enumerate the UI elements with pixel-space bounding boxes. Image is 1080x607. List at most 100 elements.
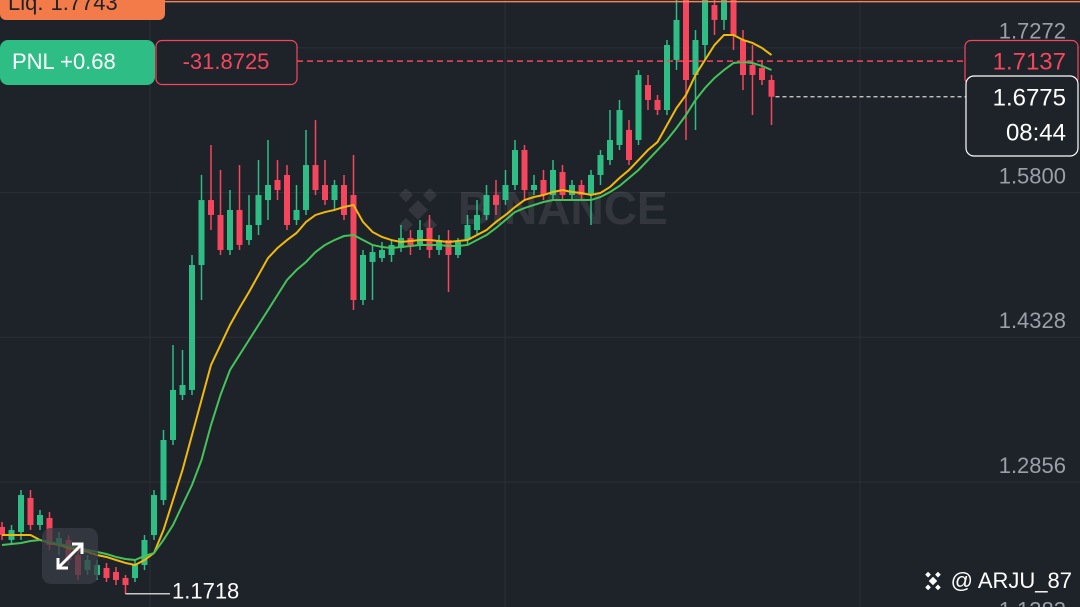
- candle-body: [255, 195, 262, 226]
- candle-body: [303, 165, 309, 210]
- candle-body: [540, 179, 547, 196]
- candle-body: [141, 539, 148, 566]
- candle-body: [122, 578, 129, 585]
- candle-body: [160, 439, 167, 501]
- liquidation-text: Liq.: [8, 0, 43, 15]
- candle-body: [740, 40, 746, 76]
- candle-body: [569, 184, 575, 196]
- candle-body: [512, 150, 518, 185]
- current-price-chip: [965, 75, 1079, 157]
- candle-body: [521, 150, 528, 191]
- candle-body: [711, 5, 718, 20]
- candle-body: [455, 242, 461, 255]
- entry-price-label: 1.7137: [993, 48, 1066, 75]
- candle-body: [151, 495, 157, 536]
- candle-body: [388, 244, 395, 255]
- candle-body: [626, 129, 632, 161]
- low-marker-label: 1.1718: [172, 579, 239, 604]
- candle-body: [0, 526, 5, 536]
- position-text[interactable]: -31.8725: [183, 49, 270, 74]
- credit-text: @ ARJU_87: [951, 568, 1072, 593]
- candle-body: [37, 514, 43, 526]
- candle-body: [502, 184, 509, 201]
- candle-body: [474, 214, 480, 231]
- candle-body: [265, 184, 271, 201]
- candle-body: [550, 169, 556, 196]
- candle-body: [113, 572, 119, 580]
- y-tick-label: 1.7272: [999, 19, 1066, 44]
- candle-body: [683, 0, 689, 81]
- candle-body: [607, 139, 613, 161]
- candle-body: [559, 172, 566, 196]
- grid: 1.1383 1.2856 1.4328 1.5800 1.7272: [0, 19, 1080, 607]
- candle-body: [274, 179, 281, 191]
- candle-body: [759, 68, 765, 81]
- candle-body: [664, 45, 670, 110]
- candle-body: [236, 209, 243, 245]
- candle-body: [170, 389, 176, 440]
- pnl-text[interactable]: PNL +0.68: [12, 49, 116, 74]
- candle-body: [730, 0, 737, 35]
- candle-body: [341, 184, 347, 215]
- candle-body: [198, 200, 205, 266]
- candle-body: [179, 385, 186, 395]
- candle-body: [322, 184, 328, 201]
- candle-body: [483, 195, 490, 215]
- candle-body: [312, 165, 319, 191]
- liquidation-label: Liq. 1.7743: [8, 0, 118, 15]
- candle-body: [645, 85, 651, 100]
- candle-body: [208, 200, 214, 215]
- position-chip[interactable]: [155, 39, 298, 86]
- y-tick-label: 1.1383: [999, 598, 1066, 607]
- pnl-chip[interactable]: [0, 40, 155, 85]
- candle-body: [654, 99, 661, 110]
- candle-body: [189, 265, 195, 390]
- candle-body: [464, 225, 471, 241]
- candle-body: [673, 19, 680, 60]
- candle-body: [293, 209, 300, 220]
- candle-body: [417, 230, 423, 245]
- current-price-label: 1.6775: [993, 84, 1066, 111]
- liquidation-value: 1.7743: [50, 0, 117, 15]
- liquidation-chip: [0, 0, 165, 20]
- candle-body: [597, 155, 604, 175]
- candle-body: [749, 64, 756, 76]
- countdown: 08:44: [1006, 119, 1066, 146]
- candle-body: [721, 0, 727, 20]
- candle-body: [27, 497, 34, 526]
- candle-body: [360, 254, 366, 301]
- candle-body: [768, 80, 775, 97]
- candle-body: [531, 184, 537, 191]
- candle-body: [426, 227, 433, 250]
- candle-body: [588, 174, 594, 196]
- y-tick-label: 1.5800: [999, 163, 1066, 188]
- expand-button[interactable]: [42, 528, 98, 584]
- plot: [0, 0, 775, 594]
- candle-body: [493, 195, 499, 205]
- candle-body: [217, 214, 224, 250]
- candle-body: [246, 225, 252, 241]
- candle-body: [379, 249, 385, 259]
- y-tick-label: 1.2856: [999, 453, 1066, 478]
- candle-body: [369, 252, 376, 262]
- expand-icon: [56, 542, 84, 570]
- candle-body: [103, 567, 110, 579]
- moving-average-line: [1, 61, 772, 562]
- candle-body: [227, 209, 233, 250]
- y-tick-label: 1.4328: [999, 308, 1066, 333]
- moving-average-line: [2, 33, 773, 567]
- candle-body: [331, 184, 338, 201]
- candle-body: [132, 565, 138, 579]
- candle-body: [702, 0, 708, 46]
- candle-body: [616, 109, 623, 145]
- candle-body: [445, 240, 452, 255]
- candle-body: [18, 495, 24, 532]
- candle-body: [578, 184, 585, 196]
- candle-body: [635, 75, 642, 140]
- candle-body: [284, 174, 290, 226]
- candle-body: [350, 195, 357, 301]
